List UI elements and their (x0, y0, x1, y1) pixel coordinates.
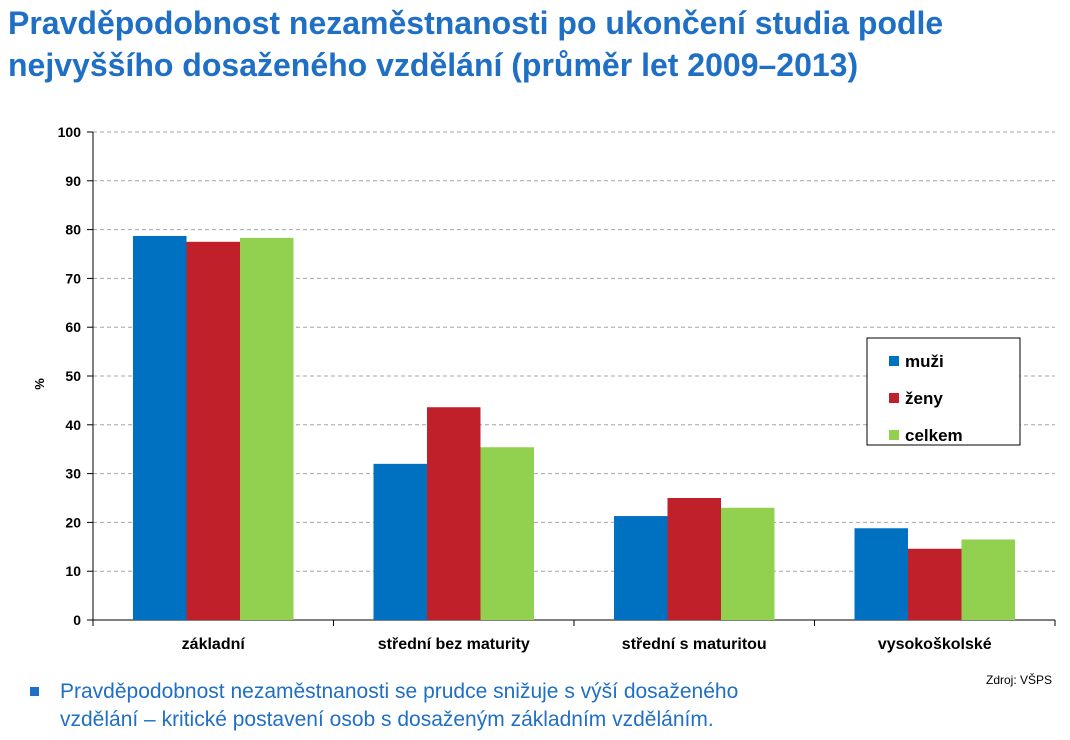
title-line-2: nejvyššího dosaženého vzdělání (průměr l… (8, 47, 859, 83)
x-axis-labels: základní střední bez maturity střední s ma… (92, 620, 1056, 653)
bar-muži (133, 235, 187, 620)
bar-ženy (908, 548, 962, 620)
y-tick-label: 90 (65, 173, 81, 189)
bar-muži (854, 528, 908, 620)
legend-label: muži (905, 352, 944, 371)
bar-celkem (480, 447, 534, 620)
bullet-line-2: vzdělání – kritické postavení osob s dos… (60, 708, 714, 731)
y-tick-label: 40 (65, 417, 81, 433)
bar-muži (614, 516, 668, 620)
bar-ženy (427, 407, 481, 620)
y-tick-label: 30 (65, 466, 81, 482)
bar-ženy (186, 241, 240, 621)
bar-celkem (240, 237, 294, 620)
bar-ženy (667, 498, 721, 620)
legend-label: celkem (905, 426, 963, 445)
category-label: vysokoškolské (878, 636, 992, 653)
bullet-square-icon (30, 687, 39, 696)
bar-chart: 0 10 20 30 40 50 60 70 80 90 100 základní střední b… (32, 124, 1056, 653)
legend-swatch (889, 430, 899, 440)
bar-celkem (961, 539, 1015, 620)
bars (133, 235, 1015, 621)
y-tick-label: 20 (65, 514, 81, 530)
category-label: základní (182, 636, 246, 653)
bullet-line-1: Pravděpodobnost nezaměstnanosti se prudc… (60, 680, 739, 703)
legend-swatch (889, 356, 899, 366)
y-tick-label: 0 (73, 612, 81, 628)
legend-label: ženy (905, 389, 943, 408)
source-note: Zdroj: VŠPS (986, 673, 1053, 687)
legend-box (866, 337, 1021, 446)
bar-celkem (721, 507, 775, 620)
bullet-text: Pravděpodobnost nezaměstnanosti se prudc… (30, 678, 960, 734)
legend-swatch (889, 393, 899, 403)
y-tick-label: 60 (65, 319, 81, 335)
category-label: střední s maturitou (622, 636, 767, 653)
y-axis-label: % (32, 378, 47, 390)
category-label: střední bez maturity (378, 636, 530, 653)
y-tick-label: 10 (65, 563, 81, 579)
legend: muži ženy celkem (866, 337, 1021, 446)
page-title: Pravděpodobnost nezaměstnanosti po ukonč… (8, 2, 1058, 86)
y-tick-label: 100 (58, 124, 82, 140)
y-tick-label: 80 (65, 222, 81, 238)
bar-muži (373, 463, 427, 620)
title-line-1: Pravděpodobnost nezaměstnanosti po ukonč… (8, 5, 944, 41)
y-tick-label: 50 (65, 368, 81, 384)
y-tick-label: 70 (65, 270, 81, 286)
